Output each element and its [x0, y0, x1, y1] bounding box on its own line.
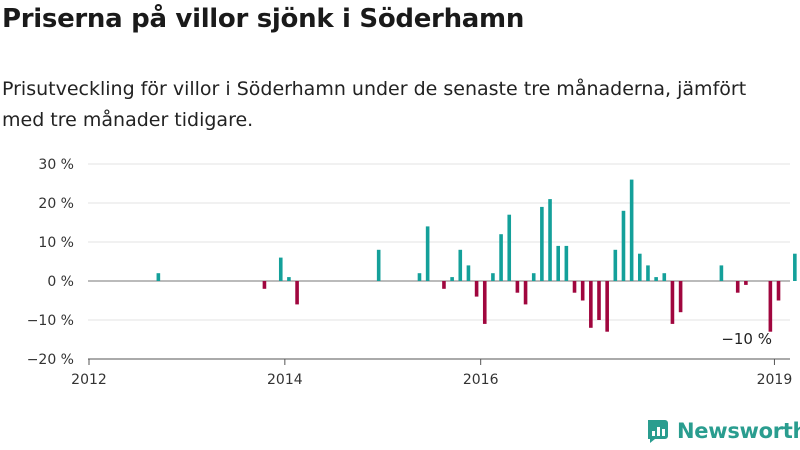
y-axis-labels: −20 % −10 % 0 % 10 % 20 % 30 % — [27, 157, 74, 368]
bar — [295, 281, 299, 305]
bar — [768, 281, 773, 332]
gridlines — [88, 163, 790, 321]
bar — [580, 281, 585, 301]
bar — [793, 253, 797, 281]
y-tick-label: −10 % — [27, 313, 74, 329]
y-tick-label: 10 % — [38, 235, 74, 251]
bar — [589, 281, 593, 328]
newsworthy-logo: Newsworthy — [645, 418, 800, 444]
bar — [678, 281, 683, 313]
bar — [425, 226, 430, 281]
x-tick-label: 2014 — [267, 372, 303, 388]
bar — [719, 265, 724, 281]
bar — [605, 281, 609, 332]
y-tick-label: 20 % — [38, 196, 74, 212]
x-tick-label: 2016 — [463, 372, 499, 388]
bar — [450, 277, 454, 281]
bar — [442, 281, 446, 289]
bar — [776, 281, 781, 301]
bar — [531, 273, 536, 281]
bar — [376, 249, 381, 281]
bar — [491, 273, 495, 281]
bar — [156, 273, 161, 281]
bar — [662, 273, 667, 281]
bar — [287, 277, 291, 281]
bar — [523, 281, 528, 305]
bars — [156, 179, 797, 332]
bar — [744, 281, 748, 285]
chart-title: Priserna på villor sjönk i Söderhamn — [2, 4, 525, 34]
bar — [482, 281, 487, 324]
bar — [540, 206, 544, 281]
bar — [556, 245, 560, 281]
bar — [262, 281, 267, 289]
bar — [507, 214, 512, 281]
bar — [515, 281, 520, 293]
bar — [629, 179, 634, 281]
last-value-label: −10 % — [721, 330, 772, 348]
bar — [548, 199, 552, 281]
y-tick-label: 0 % — [47, 274, 74, 290]
bar — [670, 281, 675, 324]
bar — [278, 257, 283, 281]
bar — [572, 281, 577, 293]
bar — [597, 281, 601, 320]
bar — [417, 273, 422, 281]
bar — [654, 277, 658, 281]
bar — [638, 253, 642, 281]
y-tick-label: −20 % — [27, 352, 74, 368]
bar — [474, 281, 479, 297]
chart-subtitle: Prisutveckling för villor i Söderhamn un… — [2, 78, 747, 131]
bar — [466, 265, 471, 281]
newsworthy-icon — [648, 420, 668, 443]
brand-name: Newsworthy — [677, 419, 800, 443]
bar — [564, 245, 569, 281]
y-tick-label: 30 % — [38, 157, 74, 173]
bar — [499, 234, 503, 281]
bar — [613, 249, 618, 281]
x-tick-label: 2012 — [71, 372, 107, 388]
bar — [458, 249, 463, 281]
bar — [735, 281, 740, 293]
x-axis: 2012201420162019202120232025 — [71, 358, 793, 388]
x-tick-label: 2019 — [757, 372, 793, 388]
bar — [621, 210, 626, 281]
bar — [646, 265, 650, 281]
